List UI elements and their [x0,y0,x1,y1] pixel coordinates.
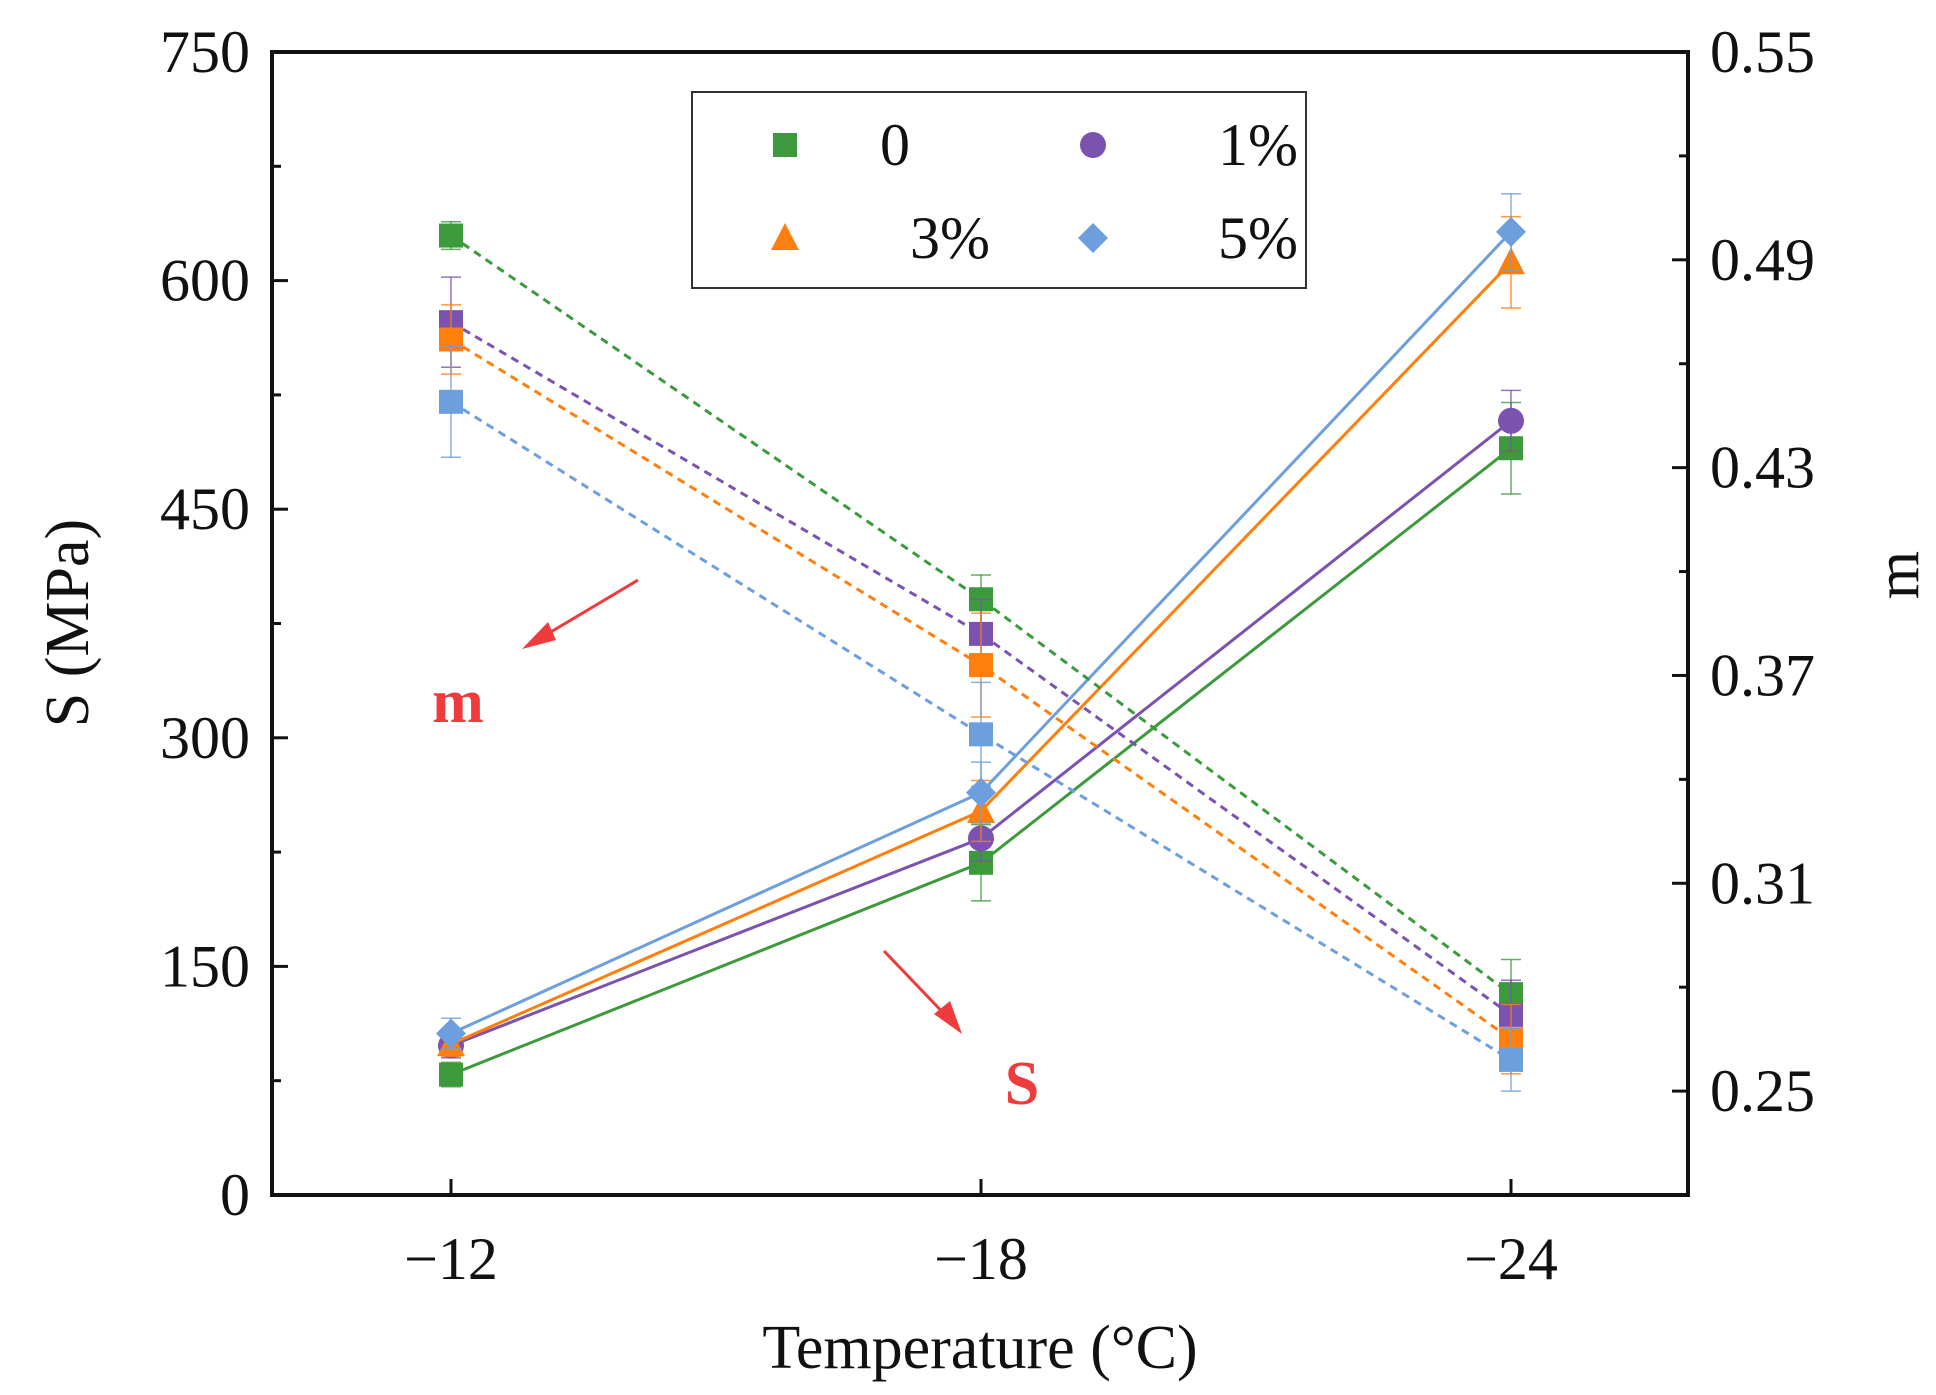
y-right-tick-label: 0.37 [1710,642,1815,708]
legend-marker [773,133,797,157]
series-layer [436,192,1526,1092]
y-right-tick-label: 0.31 [1710,850,1815,916]
legend-marker [1078,223,1108,253]
data-point [436,1018,466,1049]
x-tick-label: −12 [404,1226,498,1292]
data-point [1496,216,1526,247]
data-point [439,389,463,414]
legend-label: 5% [1218,205,1298,271]
x-axis-title: Temperature (°C) [762,1314,1197,1382]
x-axis: −12 −18 −24 [404,1179,1558,1292]
x-tick-label: −18 [934,1226,1028,1292]
legend-marker [771,223,799,250]
legend: 0 1% 3% 5% [691,91,1307,289]
legend-box [691,91,1307,289]
y-left-tick-label: 450 [160,476,250,542]
y-right-tick-label: 0.55 [1710,19,1815,85]
data-point [966,777,996,808]
y-left-tick-label: 600 [160,248,250,314]
m-series-line [450,234,1512,996]
data-point [1499,1047,1523,1072]
y-left-tick-label: 300 [160,705,250,771]
data-point [969,653,993,678]
data-point [1498,407,1524,434]
legend-label: 0 [880,112,910,178]
data-point [439,1062,463,1087]
legend-label: 3% [910,205,990,271]
annotation-m: m [432,578,639,736]
y-right-tick-label: 0.49 [1710,227,1815,293]
y-axis-right-title: m [1864,551,1932,599]
annotation-m-arrowhead [522,622,556,649]
m-series-5pct [439,345,1523,1092]
data-point [969,722,993,747]
y-right-tick-label: 0.43 [1710,435,1815,501]
annotation-s: S [882,949,1039,1118]
y-left-tick-label: 150 [160,933,250,999]
m-series-line [450,320,1512,1017]
m-series-line [450,400,1512,1062]
legend-label: 1% [1218,112,1298,178]
legend-marker [1080,132,1106,158]
x-tick-label: −24 [1464,1226,1558,1292]
right-axis: 0.25 0.31 0.37 0.43 0.49 0.55 [1672,19,1815,1124]
data-point [439,223,463,248]
y-axis-left-title: S (MPa) [34,519,102,727]
S-series-5pct [436,192,1526,1050]
left-axis: 0 150 300 450 600 750 [160,19,288,1228]
S-series-0 [439,401,1523,1088]
y-left-tick-label: 0 [220,1162,250,1228]
annotation-s-label: S [1005,1050,1039,1118]
y-right-tick-label: 0.25 [1710,1058,1815,1124]
annotation-s-arrowhead [934,1001,962,1034]
y-left-tick-label: 750 [160,19,250,85]
annotation-m-label: m [432,668,484,736]
